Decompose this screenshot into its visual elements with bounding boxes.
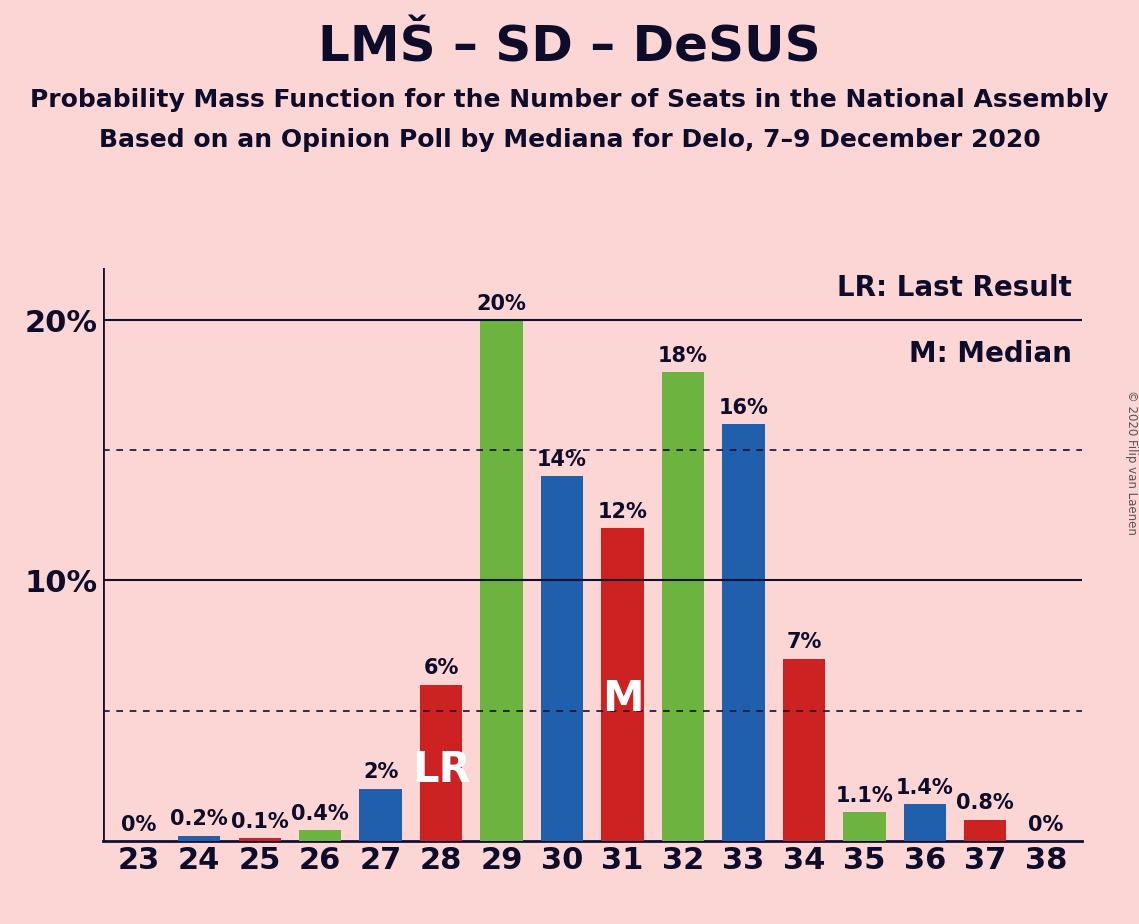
Text: 0%: 0%: [1029, 815, 1064, 835]
Text: 12%: 12%: [598, 502, 647, 522]
Text: Probability Mass Function for the Number of Seats in the National Assembly: Probability Mass Function for the Number…: [31, 88, 1108, 112]
Text: © 2020 Filip van Laenen: © 2020 Filip van Laenen: [1124, 390, 1138, 534]
Bar: [964, 820, 1007, 841]
Text: 1.1%: 1.1%: [836, 785, 893, 806]
Text: 20%: 20%: [476, 294, 526, 313]
Text: 7%: 7%: [786, 632, 821, 652]
Text: 0.1%: 0.1%: [231, 811, 288, 832]
Text: Based on an Opinion Poll by Mediana for Delo, 7–9 December 2020: Based on an Opinion Poll by Mediana for …: [99, 128, 1040, 152]
Bar: [662, 372, 704, 841]
Bar: [420, 685, 462, 841]
Text: LR: LR: [411, 748, 470, 791]
Bar: [843, 812, 885, 841]
Bar: [300, 831, 342, 841]
Text: 6%: 6%: [424, 658, 459, 678]
Bar: [360, 789, 402, 841]
Text: M: Median: M: Median: [909, 340, 1072, 368]
Bar: [782, 659, 825, 841]
Text: 16%: 16%: [719, 397, 769, 418]
Text: 14%: 14%: [538, 450, 587, 469]
Text: LR: Last Result: LR: Last Result: [837, 274, 1072, 302]
Text: 0.4%: 0.4%: [292, 804, 349, 824]
Text: 0.2%: 0.2%: [171, 809, 228, 829]
Text: M: M: [601, 678, 644, 720]
Text: 18%: 18%: [658, 346, 708, 366]
Bar: [601, 529, 644, 841]
Text: 2%: 2%: [363, 762, 399, 783]
Bar: [238, 838, 281, 841]
Bar: [903, 805, 947, 841]
Bar: [178, 835, 221, 841]
Bar: [481, 320, 523, 841]
Text: 1.4%: 1.4%: [896, 778, 953, 798]
Text: 0.8%: 0.8%: [957, 794, 1014, 813]
Text: 0%: 0%: [121, 815, 156, 835]
Bar: [541, 476, 583, 841]
Text: LMŠ – SD – DeSUS: LMŠ – SD – DeSUS: [318, 23, 821, 71]
Bar: [722, 424, 764, 841]
